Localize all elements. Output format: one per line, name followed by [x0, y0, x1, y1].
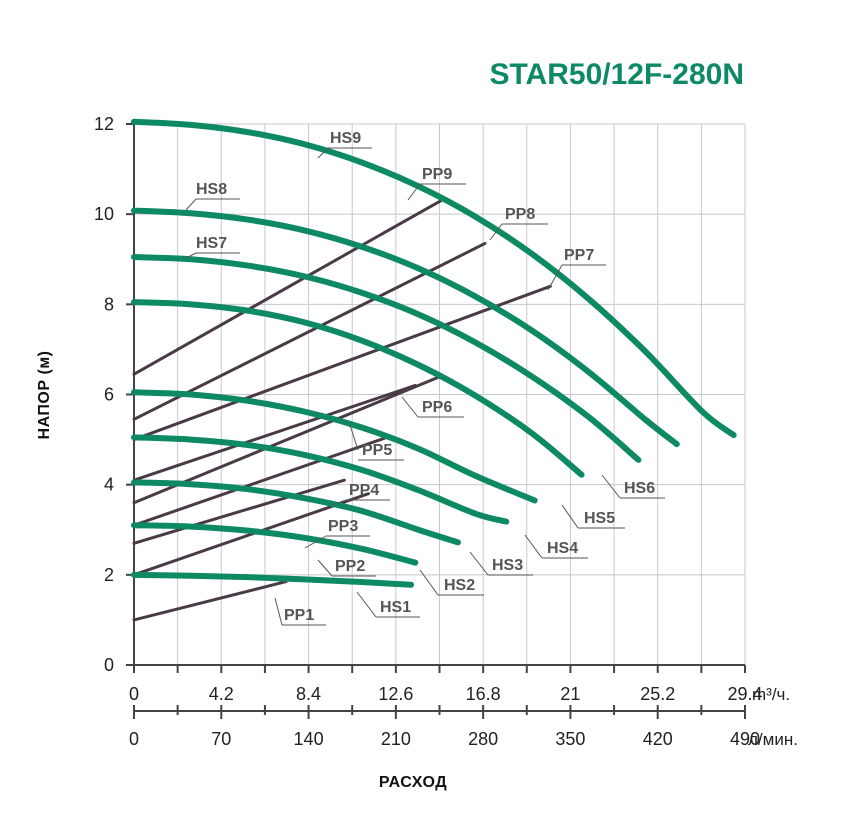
- label-leader-pp7: [547, 264, 563, 291]
- x-tick-label-primary: 16.8: [466, 684, 501, 704]
- curve-label-pp5: PP5: [362, 442, 392, 459]
- y-tick-label: 0: [104, 655, 114, 675]
- x-tick-label-secondary: 490: [730, 729, 760, 749]
- x-axis-unit-secondary: л/мин.: [748, 730, 798, 749]
- x-tick-label-primary: 4.2: [209, 684, 234, 704]
- pump-curve-hs3: [131, 479, 461, 546]
- curve-label-pp9: PP9: [422, 166, 452, 183]
- x-tick-label-secondary: 140: [294, 729, 324, 749]
- chart-title: STAR50/12F-280N: [489, 58, 744, 91]
- curve-labels: HS1 HS2 HS3 HS4 HS5 HS6 HS7 HS8 HS9 PP1 PP2 PP3 PP4 P…: [185, 130, 665, 626]
- curve-label-pp3: PP3: [328, 518, 358, 535]
- x-tick-label-primary: 29.4: [727, 684, 762, 704]
- system-curve-pp3: [132, 492, 370, 577]
- label-leader-hs5: [561, 504, 579, 529]
- y-tick-label: 10: [94, 204, 114, 224]
- x-tick-label-secondary: 350: [555, 729, 585, 749]
- curve-label-hs5: HS5: [584, 510, 615, 527]
- label-leader-pp6: [401, 396, 419, 418]
- label-leader-pp4: [331, 499, 347, 506]
- pump-curves: [131, 118, 737, 588]
- y-tick-label: 2: [104, 565, 114, 585]
- axes: [126, 120, 746, 719]
- x-tick-label-secondary: 210: [381, 729, 411, 749]
- curve-label-pp8: PP8: [505, 206, 535, 223]
- label-leader-pp8: [489, 223, 503, 241]
- system-curve-pp6: [132, 383, 417, 482]
- curve-label-hs1: HS1: [380, 599, 411, 616]
- curve-label-pp6: PP6: [422, 399, 452, 416]
- curve-label-hs2: HS2: [444, 577, 475, 594]
- curve-label-pp2: PP2: [335, 558, 365, 575]
- pump-curve-hs7: [131, 253, 642, 463]
- pump-curve-hs4: [131, 434, 510, 525]
- label-leader-pp5: [349, 424, 359, 451]
- curve-label-hs3: HS3: [492, 557, 523, 574]
- pump-curve-hs2: [131, 522, 419, 566]
- pump-curve-hs6: [131, 299, 585, 478]
- y-axis-title: НАПОР (м): [36, 351, 53, 440]
- y-tick-label: 4: [104, 475, 114, 495]
- y-tick-label: 12: [94, 114, 114, 134]
- x-tick-label-primary: 12.6: [378, 684, 413, 704]
- x-tick-label-primary: 21: [560, 684, 580, 704]
- system-curve-pp7: [132, 284, 552, 442]
- system-curve-pp9: [132, 199, 443, 376]
- label-leader-hs3: [469, 551, 489, 576]
- pump-curve-hs1: [131, 571, 415, 588]
- curve-label-pp1: PP1: [284, 607, 314, 624]
- label-leader-hs6: [601, 474, 621, 499]
- tick-labels: 0 2 4 6 8 10 12 0 4.2 8.4 12.6 16.8 21 25.2 29.4 0 70 140…: [94, 114, 763, 749]
- x-axis-unit-primary: m³/ч.: [752, 685, 790, 704]
- x-tick-label-secondary: 280: [468, 729, 498, 749]
- system-curve-pp2: [132, 478, 346, 545]
- label-leader-pp2: [317, 559, 333, 577]
- pump-curve-hs5: [131, 389, 538, 504]
- x-tick-label-primary: 8.4: [296, 684, 321, 704]
- label-leader-hs2: [419, 569, 439, 596]
- system-curve-pp4: [132, 435, 389, 527]
- grid: [134, 123, 746, 666]
- y-tick-label: 6: [104, 385, 114, 405]
- pump-curve-hs8: [131, 207, 680, 448]
- curve-label-hs4: HS4: [547, 540, 578, 557]
- curve-label-pp4: PP4: [349, 482, 379, 499]
- label-leader-hs7: [185, 252, 197, 259]
- label-leader-hs4: [524, 534, 543, 559]
- label-leader-hs9: [317, 147, 329, 159]
- label-leader-hs1: [356, 591, 377, 618]
- label-leader-pp3: [304, 535, 327, 549]
- label-leader-pp9: [407, 183, 421, 201]
- label-leader-pp1: [274, 597, 283, 626]
- x-tick-label-primary: 0: [129, 684, 139, 704]
- x-tick-label-secondary: 70: [211, 729, 231, 749]
- curve-label-hs7: HS7: [196, 235, 227, 252]
- curve-label-hs6: HS6: [624, 480, 655, 497]
- curve-label-hs8: HS8: [196, 181, 227, 198]
- y-tick-label: 8: [104, 294, 114, 314]
- system-curve-pp1: [132, 580, 288, 622]
- x-tick-label-secondary: 420: [643, 729, 673, 749]
- curve-label-pp7: PP7: [564, 247, 594, 264]
- curve-label-hs9: HS9: [330, 130, 361, 147]
- x-tick-label-secondary: 0: [129, 729, 139, 749]
- label-leader-hs8: [185, 198, 197, 211]
- pump-curve-hs9: [131, 118, 737, 439]
- x-axis-title: РАСХОД: [379, 774, 447, 791]
- x-tick-label-primary: 25.2: [640, 684, 675, 704]
